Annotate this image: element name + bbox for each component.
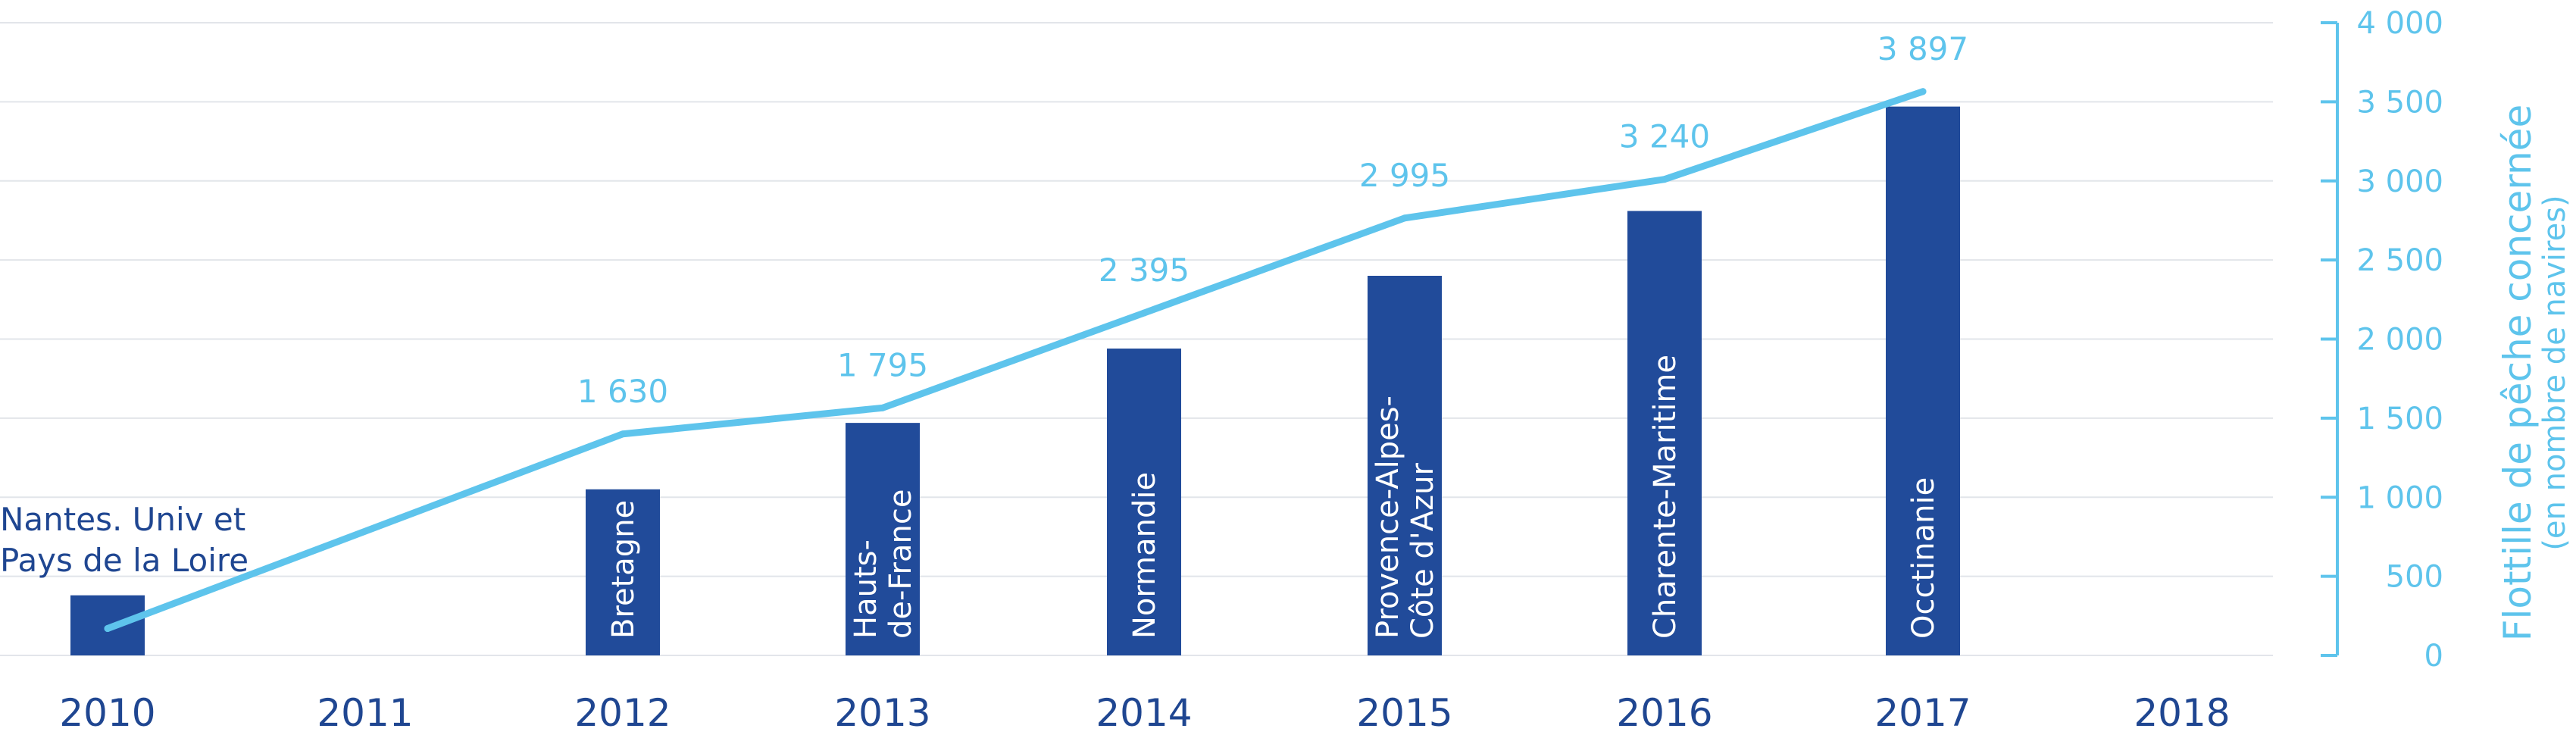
y-tick-label: 1 000 (2356, 480, 2443, 515)
y-tick-label: 4 000 (2356, 6, 2443, 41)
y-tick-label: 2 500 (2356, 243, 2443, 278)
x-tick-label: 2017 (1874, 691, 1971, 735)
value-label: 2 395 (1099, 252, 1190, 289)
x-tick-label: 2012 (574, 691, 671, 735)
bar-label: Bretagne (606, 500, 641, 639)
bar-label: Normandie (1127, 472, 1162, 639)
x-tick-label: 2010 (59, 691, 155, 735)
bars (70, 106, 1960, 656)
bar-2012 (586, 489, 660, 655)
value-label: 1 795 (837, 346, 928, 383)
x-tick-label: 2018 (2134, 691, 2230, 735)
bar-2014 (1107, 349, 1181, 655)
bar-2015 (1368, 276, 1442, 655)
y-axis-title: Flottille de pêche concernée (2496, 105, 2540, 641)
x-tick-label: 2015 (1356, 691, 1452, 735)
y-axis-subtitle: (en nombre de navires) (2537, 195, 2572, 550)
bar-label: de-France (883, 489, 918, 639)
region-label: Nantes. Univ et (0, 501, 245, 538)
bar-label: Côte d'Azur (1405, 462, 1440, 639)
line-point (619, 430, 627, 438)
bar-label: Occtinanie (1906, 477, 1941, 639)
bar-2016 (1627, 211, 1702, 656)
y-tick-label: 1 500 (2356, 402, 2443, 436)
value-label: 1 630 (577, 373, 668, 410)
line-point (879, 404, 886, 411)
bar-label: Hauts- (849, 539, 883, 639)
line-series (104, 88, 1927, 633)
line-point (1661, 176, 1668, 183)
y-tick-label: 500 (2386, 560, 2443, 595)
y-tick-label: 0 (2424, 639, 2443, 674)
value-label: 2 995 (1359, 157, 1450, 194)
line-point (1919, 88, 1927, 95)
value-label: 3 240 (1619, 118, 1710, 155)
labels: Nantes. Univ et Pays de la Loire Bretagne H… (0, 30, 1968, 639)
gridlines (0, 22, 2273, 656)
x-tick-label: 2016 (1616, 691, 1712, 735)
y-tick-label: 2 000 (2356, 323, 2443, 358)
bar-label: Charente-Maritime (1648, 355, 1683, 639)
right-axis: 0 500 1 000 1 500 2 000 2 500 3 000 3 500 4 000 (2321, 6, 2443, 674)
x-tick-label: 2013 (834, 691, 930, 735)
value-label: 3 897 (1877, 30, 1968, 67)
line-point (1140, 309, 1148, 317)
line-point (1401, 214, 1408, 222)
x-tick-label: 2011 (317, 691, 413, 735)
bar-2017 (1886, 106, 1960, 655)
x-tick-label: 2014 (1096, 691, 1192, 735)
line-point (104, 625, 111, 633)
bar-2013 (846, 423, 920, 655)
y-tick-label: 3 000 (2356, 164, 2443, 199)
region-label: Pays de la Loire (0, 542, 249, 579)
x-axis-ticks: 2010 2011 2012 2013 2014 2015 2016 2017 2018 (59, 691, 2230, 735)
y-tick-label: 3 500 (2356, 85, 2443, 120)
bar-label: Provence-Alpes- (1371, 396, 1405, 639)
